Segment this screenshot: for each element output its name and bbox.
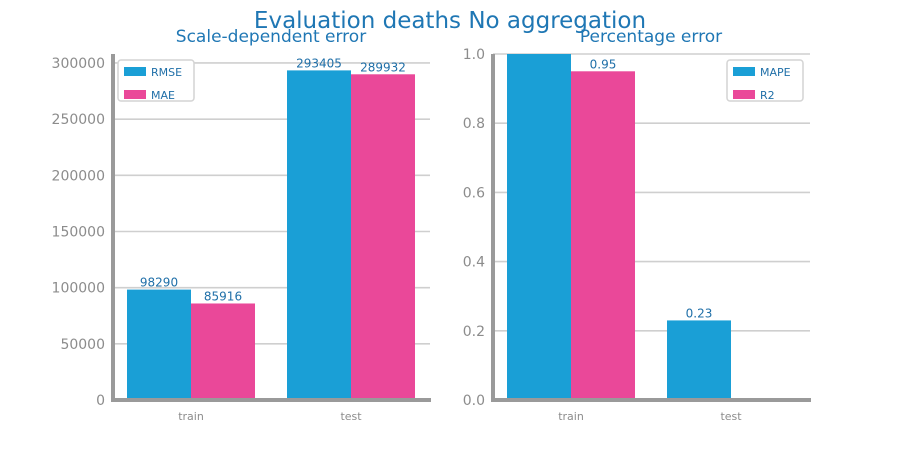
legend-swatch [733, 67, 755, 76]
legend-label: MAE [151, 89, 175, 102]
y-tick-label: 0 [96, 393, 105, 409]
y-tick-label: 1.0 [463, 47, 485, 63]
figure-title: Evaluation deaths No aggregation [254, 8, 646, 34]
data-label: 85916 [204, 289, 242, 303]
bar-mae-train [191, 303, 255, 400]
data-label: 0.95 [590, 57, 617, 71]
chart-percentage-error: Percentage error 0.0 0.2 0.4 0.6 0.8 1.0 0.95 t… [463, 27, 811, 423]
y-tick-label: 300000 [52, 56, 105, 72]
y-tick-label: 0.6 [463, 185, 485, 201]
y-tick-label: 0.4 [463, 255, 485, 271]
y-tick-label: 0.8 [463, 116, 485, 132]
legend-label: MAPE [760, 66, 791, 79]
y-tick-label: 100000 [52, 281, 105, 297]
bar-mae-test [351, 74, 415, 400]
legend-swatch [733, 90, 755, 99]
bar-mape-test [667, 320, 731, 400]
legend-swatch [124, 67, 146, 76]
data-label: 0.23 [686, 306, 713, 320]
chart-title: Scale-dependent error [176, 27, 366, 47]
chart-title: Percentage error [580, 27, 722, 47]
chart-scale-dependent-error: Scale-dependent error 0 50000 100000 150000… [52, 27, 431, 423]
bar-r2-train [571, 71, 635, 401]
data-label: 98290 [140, 276, 178, 290]
y-tick-label: 0.2 [463, 324, 485, 340]
bar-rmse-train [127, 289, 191, 400]
data-label: 293405 [296, 56, 342, 70]
legend-swatch [124, 90, 146, 99]
x-tick-label: test [720, 410, 742, 423]
y-tick-label: 200000 [52, 168, 105, 184]
y-tick-label: 50000 [60, 337, 105, 353]
legend-label: R2 [760, 89, 775, 102]
x-tick-label: train [558, 410, 584, 423]
x-tick-label: train [178, 410, 204, 423]
legend-label: RMSE [151, 66, 182, 79]
y-tick-label: 0.0 [463, 393, 485, 409]
bar-mape-train [507, 54, 571, 400]
data-label: 289932 [360, 60, 406, 74]
y-tick-label: 150000 [52, 224, 105, 240]
y-tick-label: 250000 [52, 112, 105, 128]
x-tick-label: test [340, 410, 362, 423]
bar-rmse-test [287, 70, 351, 400]
